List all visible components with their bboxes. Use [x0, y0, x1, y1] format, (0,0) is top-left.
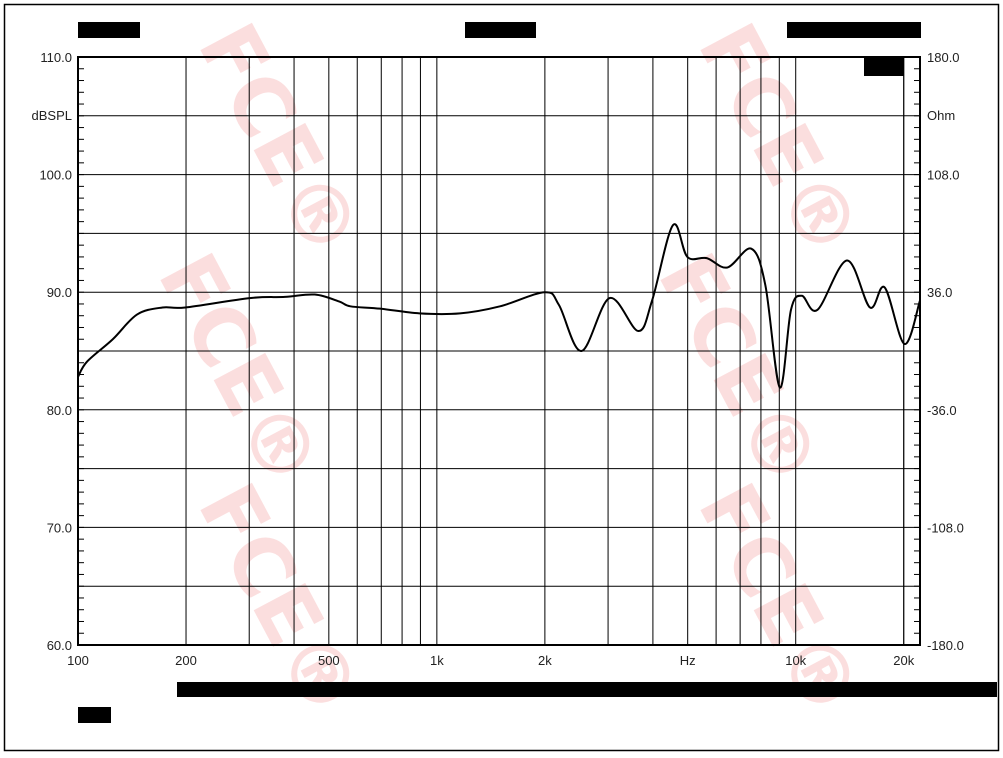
- y2-tick-label: 36.0: [927, 285, 952, 300]
- y2-axis-unit: Ohm: [927, 108, 955, 123]
- redaction-bar: [78, 707, 111, 723]
- plot-border: [77, 56, 921, 646]
- x-tick-label: 500: [318, 653, 340, 668]
- x-axis-labels: 100 200 500 1k 2k Hz 10k 20k: [67, 653, 915, 668]
- redaction-bar: [787, 22, 921, 38]
- watermark-text: FCE®: [140, 239, 339, 502]
- x-tick-label: 1k: [430, 653, 444, 668]
- y-tick-label: 60.0: [47, 638, 72, 653]
- x-tick-label: 20k: [893, 653, 914, 668]
- spl-curve: [77, 223, 921, 389]
- y2-tick-label: -180.0: [927, 638, 964, 653]
- left-axis-labels: 110.0 100.0 90.0 80.0 70.0 60.0: [39, 50, 72, 653]
- x-tick-label: Hz: [680, 653, 696, 668]
- y2-tick-label: 108.0: [927, 168, 960, 183]
- x-tick-label: 200: [175, 653, 197, 668]
- y-tick-label: 70.0: [47, 520, 72, 535]
- x-tick-label: 100: [67, 653, 89, 668]
- y-tick-label: 90.0: [47, 285, 72, 300]
- y2-tick-label: -108.0: [927, 520, 964, 535]
- redaction-bar: [78, 22, 140, 38]
- y-tick-label: 80.0: [47, 403, 72, 418]
- redaction-bar: [465, 22, 536, 38]
- x-tick-label: 10k: [785, 653, 806, 668]
- y-tick-label: 100.0: [39, 168, 72, 183]
- y-axis-unit: dBSPL: [32, 108, 72, 123]
- y-tick-label: 110.0: [40, 50, 72, 65]
- grid: [78, 57, 920, 645]
- watermark-text: FCE®: [640, 239, 839, 502]
- y2-tick-label: 180.0: [927, 50, 960, 65]
- redaction-bar: [177, 682, 997, 697]
- watermark-layer: FCE® FCE®FCE® FCE®FCE® FCE®: [140, 9, 879, 732]
- right-axis-labels: 180.0 108.0 36.0 -36.0 -108.0 -180.0: [927, 50, 964, 653]
- outer-frame: [3, 3, 1000, 752]
- redaction-bar: [864, 58, 904, 76]
- watermark-text: FCE®: [180, 9, 379, 272]
- y2-tick-label: -36.0: [927, 403, 957, 418]
- x-tick-label: 2k: [538, 653, 552, 668]
